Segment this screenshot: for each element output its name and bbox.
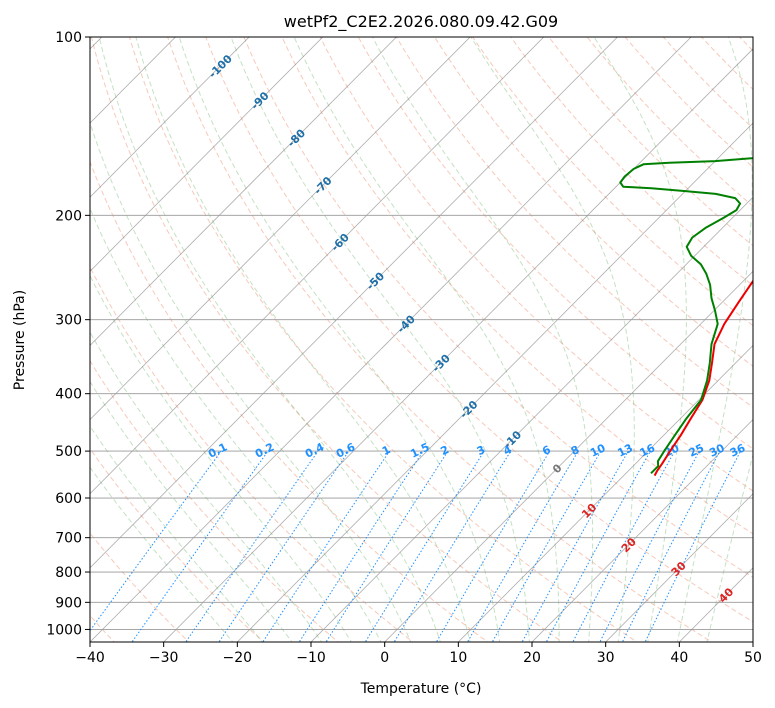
mixing-ratio-line (599, 450, 700, 642)
mixing-ratio-label: 16 (638, 441, 658, 460)
moist-adiabat (90, 425, 264, 642)
x-tick-label: 20 (523, 650, 541, 666)
isotherm-line (236, 122, 753, 642)
background-lines (90, 37, 753, 642)
y-tick-label: 500 (55, 444, 82, 460)
y-tick-label: 800 (55, 565, 82, 581)
dry-adiabat (357, 37, 753, 450)
dry-adiabat (243, 37, 753, 579)
y-tick-label: 1000 (46, 622, 82, 638)
isotherm-line (163, 48, 753, 642)
y-tick-label: 300 (55, 313, 82, 329)
mixing-ratio-line (262, 450, 390, 642)
dewpoint-profile-line (619, 157, 753, 475)
mixing-ratio-line (131, 450, 269, 642)
x-tick-label: 40 (670, 650, 688, 666)
mixing-ratio-line (218, 450, 350, 642)
x-tick-label: −10 (296, 650, 326, 666)
y-axis: 100 200 300 400 500 600 700 800 900 1000 (46, 30, 90, 638)
isotherm-line (90, 37, 692, 642)
mixing-ratio-line (621, 450, 721, 642)
mixing-ratio-line (364, 450, 485, 642)
moist-adiabat (90, 466, 234, 642)
x-tick-label: −30 (149, 650, 179, 666)
moist-adiabat (98, 37, 441, 642)
moist-adiabat (90, 121, 412, 642)
temperature-profile-line (653, 279, 753, 477)
y-tick-label: 400 (55, 387, 82, 403)
dry-adiabat (510, 37, 753, 287)
x-tick-label: −40 (75, 650, 105, 666)
mixing-ratio-line (90, 450, 222, 632)
x-tick-label: 50 (744, 650, 762, 666)
mixing-ratio-label: 25 (687, 441, 706, 459)
isotherm-line (90, 37, 250, 198)
y-axis-label: Pressure (hPa) (12, 290, 28, 390)
isotherm-line (605, 493, 753, 642)
x-axis: −40 −30 −20 −10 0 10 20 30 40 50 (75, 642, 762, 666)
chart-title: wetPf2_C2E2.2026.080.09.42.G09 (284, 12, 558, 32)
isotherm-line (90, 37, 619, 569)
x-tick-label: −20 (223, 650, 253, 666)
isotherm-line (90, 37, 324, 272)
mixing-ratio-line (466, 450, 579, 642)
dry-adiabat (90, 160, 489, 642)
x-tick-label: 30 (597, 650, 615, 666)
dry-adiabat (472, 37, 753, 327)
mixing-ratio-line (185, 450, 319, 642)
isotherm-line (90, 37, 471, 421)
x-axis-label: Temperature (°C) (360, 681, 482, 697)
isotherm-line (310, 196, 753, 642)
x-tick-label: 10 (449, 650, 467, 666)
moist-adiabat (90, 380, 293, 642)
mixing-ratio-line (435, 450, 551, 642)
isotherm-line (90, 37, 545, 495)
y-tick-label: 900 (55, 595, 82, 611)
mixing-ratio-label: 30 (707, 441, 727, 460)
dry-adiabat (395, 37, 753, 408)
dry-adiabat (281, 37, 753, 535)
isotherm-line (457, 344, 753, 642)
mixing-ratio-line (572, 450, 676, 642)
y-tick-label: 700 (55, 531, 82, 547)
x-tick-label: 0 (380, 650, 389, 666)
isotherm-line (384, 270, 753, 642)
dry-adiabat (167, 37, 713, 642)
mixing-ratio-line (644, 450, 742, 642)
y-tick-label: 200 (55, 208, 82, 224)
plot-frame (89, 36, 754, 643)
mixing-ratio-label: 10 (588, 441, 608, 460)
mixing-ratio-line (298, 450, 424, 642)
mixing-ratio-label: 13 (616, 441, 635, 459)
mixing-ratio-line (393, 450, 512, 642)
y-tick-label: 600 (55, 491, 82, 507)
y-tick-label: 100 (55, 30, 82, 46)
profile-lines (619, 157, 753, 477)
mixing-ratio-label: 36 (728, 441, 748, 460)
isotherm-line (90, 37, 398, 347)
isotherm-line (531, 419, 753, 642)
